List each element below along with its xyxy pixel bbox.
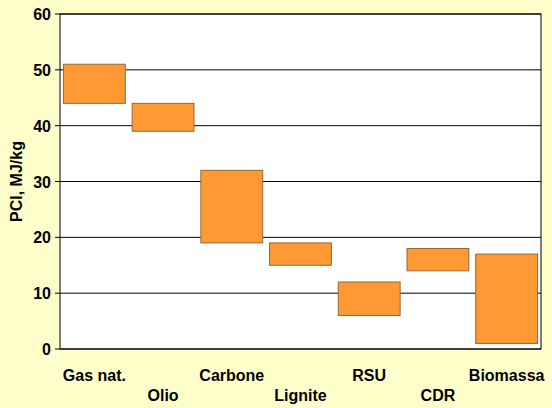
range-bar xyxy=(201,170,263,243)
plot-area xyxy=(60,14,541,349)
y-tick-label: 20 xyxy=(33,229,51,246)
y-tick-label: 50 xyxy=(33,62,51,79)
range-bar xyxy=(63,64,125,103)
y-tick xyxy=(55,125,60,126)
chart-root: 0 10 20 30 40 50 60 Gas nat. Olio Carbone Lignite R… xyxy=(0,0,552,408)
x-tick-label: Lignite xyxy=(274,387,327,404)
chart: 0 10 20 30 40 50 60 Gas nat. Olio Carbone Lignite R… xyxy=(0,0,552,408)
bars xyxy=(63,64,537,343)
y-axis-label: PCI, MJ/kg xyxy=(8,141,25,222)
grid-line xyxy=(60,237,541,238)
y-tick xyxy=(55,349,60,350)
y-tick xyxy=(55,181,60,182)
range-bar xyxy=(270,243,332,265)
y-tick xyxy=(55,14,60,15)
x-tick-label: Gas nat. xyxy=(63,367,126,384)
range-bar xyxy=(407,249,469,271)
grid-line xyxy=(60,69,541,70)
x-tick-label: Olio xyxy=(148,387,179,404)
grid-line xyxy=(60,293,541,294)
range-bar xyxy=(338,282,400,316)
y-tick xyxy=(55,293,60,294)
y-tick-label: 60 xyxy=(33,6,51,23)
x-tick-label: CDR xyxy=(421,387,456,404)
x-tick-label: Carbone xyxy=(199,367,264,384)
y-tick xyxy=(55,237,60,238)
y-tick xyxy=(55,69,60,70)
range-bar xyxy=(132,103,194,131)
grid-line xyxy=(60,181,541,182)
y-tick-label: 40 xyxy=(33,118,51,135)
y-tick-label: 10 xyxy=(33,285,51,302)
plot-frame xyxy=(60,14,541,349)
y-tick-label: 0 xyxy=(42,341,51,358)
y-tick-label: 30 xyxy=(33,174,51,191)
background xyxy=(0,0,552,408)
x-tick-label: Biomassa xyxy=(469,367,545,384)
range-bar xyxy=(476,254,538,343)
x-tick-label: RSU xyxy=(352,367,386,384)
